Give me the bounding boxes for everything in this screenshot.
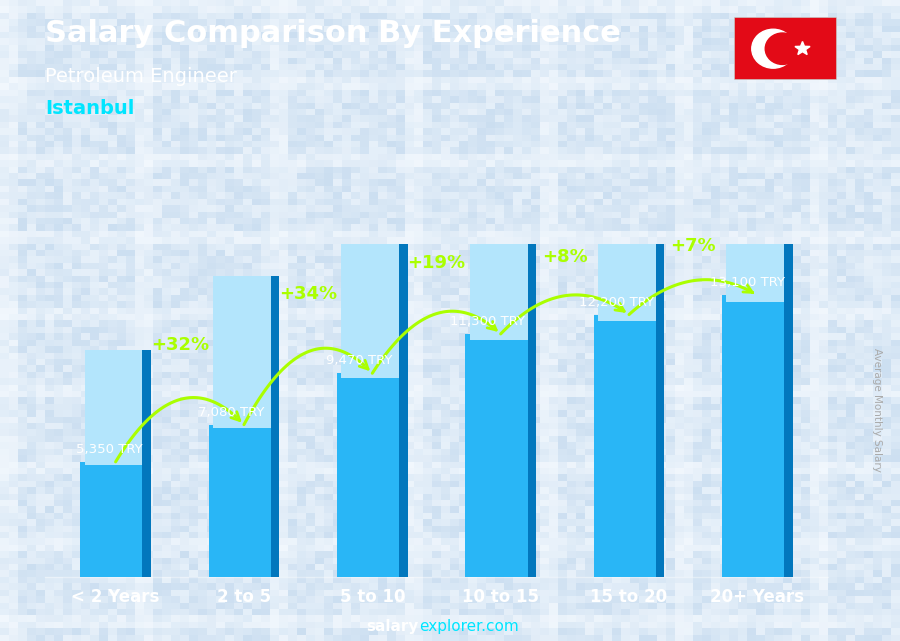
Text: 11,300 TRY: 11,300 TRY — [450, 315, 526, 328]
Bar — [142, 462, 151, 577]
Text: Average Monthly Salary: Average Monthly Salary — [872, 348, 883, 472]
Bar — [470, 97, 532, 340]
Polygon shape — [795, 42, 810, 54]
Bar — [594, 315, 664, 577]
Bar — [341, 175, 403, 378]
Bar — [726, 21, 788, 303]
Bar — [784, 21, 793, 303]
Bar — [213, 276, 275, 428]
Bar — [784, 296, 793, 577]
Bar — [598, 59, 660, 321]
Bar — [399, 373, 408, 577]
Bar — [271, 424, 279, 577]
Text: +19%: +19% — [408, 254, 465, 272]
Bar — [527, 334, 536, 577]
Circle shape — [765, 33, 800, 64]
Bar — [527, 97, 536, 340]
Text: Salary Comparison By Experience: Salary Comparison By Experience — [45, 19, 621, 48]
Bar — [399, 175, 408, 378]
Bar — [85, 350, 147, 465]
Circle shape — [752, 29, 795, 68]
Text: +32%: +32% — [150, 336, 209, 354]
Text: +8%: +8% — [542, 247, 588, 265]
Bar — [142, 350, 151, 465]
Text: +34%: +34% — [279, 285, 338, 303]
Text: 7,080 TRY: 7,080 TRY — [198, 406, 265, 419]
Bar — [209, 424, 279, 577]
Bar — [80, 462, 151, 577]
Bar — [337, 373, 408, 577]
Bar — [722, 296, 793, 577]
Bar — [656, 315, 664, 577]
Text: 5,350 TRY: 5,350 TRY — [76, 443, 142, 456]
Text: +7%: +7% — [670, 237, 716, 254]
Text: 12,200 TRY: 12,200 TRY — [579, 296, 653, 308]
Bar — [271, 276, 279, 428]
FancyBboxPatch shape — [734, 17, 837, 80]
Text: 9,470 TRY: 9,470 TRY — [327, 354, 392, 367]
Text: explorer.com: explorer.com — [419, 619, 519, 635]
Bar — [656, 59, 664, 321]
Bar — [465, 334, 536, 577]
Text: Istanbul: Istanbul — [45, 99, 134, 119]
Text: 13,100 TRY: 13,100 TRY — [709, 276, 785, 289]
Text: salary: salary — [366, 619, 418, 635]
Text: Petroleum Engineer: Petroleum Engineer — [45, 67, 237, 87]
